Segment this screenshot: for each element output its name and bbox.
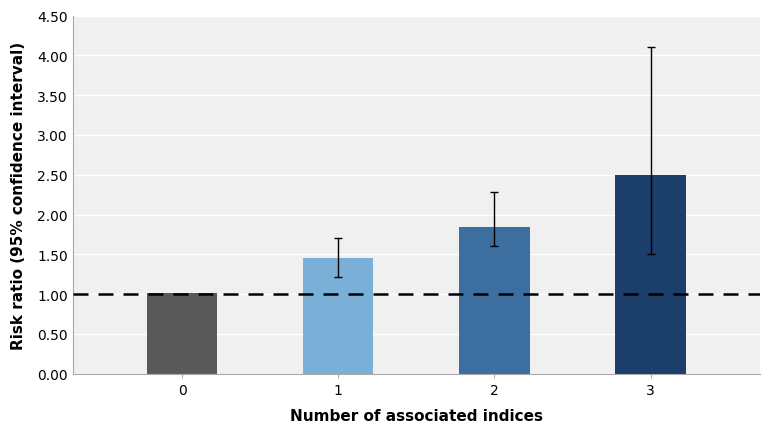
Bar (460, 227, 530, 374)
Y-axis label: Risk ratio (95% confidence interval): Risk ratio (95% confidence interval) (11, 42, 26, 349)
Bar (303, 259, 373, 374)
X-axis label: Number of associated indices: Number of associated indices (290, 408, 543, 423)
Bar (147, 294, 217, 374)
Bar (615, 175, 685, 374)
